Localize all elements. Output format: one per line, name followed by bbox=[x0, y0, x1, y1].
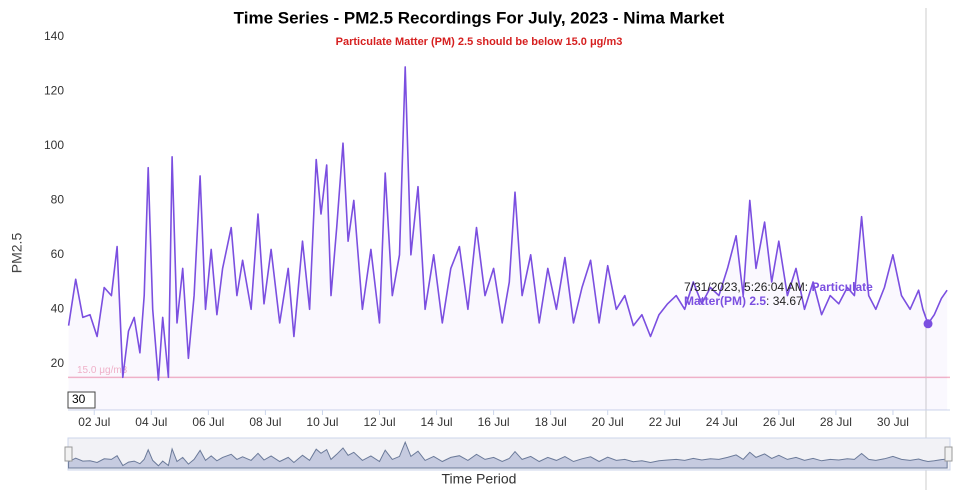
threshold-label: 15.0 μg/m3 bbox=[77, 365, 128, 376]
y-axis-label: PM2.5 bbox=[9, 233, 25, 274]
x-tick-label: 08 Jul bbox=[249, 415, 281, 429]
x-tick-label: 16 Jul bbox=[478, 415, 510, 429]
y-tick-label: 20 bbox=[51, 356, 65, 370]
x-tick-label: 10 Jul bbox=[306, 415, 338, 429]
tooltip-line: Matter(PM) 2.5: 34.67 bbox=[684, 294, 803, 308]
tooltip-time: 7/31/2023, 5:26:04 AM bbox=[684, 280, 805, 294]
tooltip-sep: : bbox=[766, 294, 773, 308]
series-line bbox=[67, 66, 948, 381]
range-input[interactable] bbox=[67, 391, 96, 409]
x-tick-label: 04 Jul bbox=[135, 415, 167, 429]
x-tick-label: 02 Jul bbox=[78, 415, 110, 429]
x-tick-label: 06 Jul bbox=[192, 415, 224, 429]
y-tick-label: 40 bbox=[51, 301, 65, 315]
tooltip-value: 34.67 bbox=[773, 294, 803, 308]
x-axis-label: Time Period bbox=[442, 471, 517, 487]
x-tick-label: 22 Jul bbox=[649, 415, 681, 429]
chart-title: Time Series - PM2.5 Recordings For July,… bbox=[234, 8, 725, 27]
navigator-handle[interactable] bbox=[64, 446, 73, 462]
tooltip-line: 7/31/2023, 5:26:04 AM: Particulate bbox=[684, 280, 873, 294]
chart-subtitle: Particulate Matter (PM) 2.5 should be be… bbox=[336, 36, 623, 48]
x-tick-label: 12 Jul bbox=[363, 415, 395, 429]
tooltip-series: Matter(PM) 2.5 bbox=[684, 294, 766, 308]
hover-point bbox=[923, 319, 933, 329]
range-input-value[interactable]: 30 bbox=[72, 392, 86, 406]
series-area bbox=[68, 66, 948, 411]
navigator-handle[interactable] bbox=[944, 446, 953, 462]
tooltip-series: Particulate bbox=[811, 280, 873, 294]
navigator-area bbox=[68, 440, 948, 469]
y-tick-label: 140 bbox=[44, 29, 64, 43]
x-tick-label: 26 Jul bbox=[763, 415, 795, 429]
y-tick-label: 120 bbox=[44, 84, 64, 98]
tooltip: 7/31/2023, 5:26:04 AM: Particulate Matte… bbox=[684, 280, 933, 329]
x-tick-label: 28 Jul bbox=[820, 415, 852, 429]
x-tick-label: 24 Jul bbox=[706, 415, 738, 429]
y-tick-label: 80 bbox=[51, 193, 65, 207]
x-tick-label: 30 Jul bbox=[877, 415, 909, 429]
plot-area: 20 40 60 80 100 120 140 02 Jul 04 Jul 06 Jul 08 Ju… bbox=[44, 29, 950, 429]
x-tick-label: 18 Jul bbox=[535, 415, 567, 429]
tooltip-sep: : bbox=[805, 280, 812, 294]
y-tick-label: 100 bbox=[44, 138, 64, 152]
x-tick-label: 20 Jul bbox=[592, 415, 624, 429]
y-tick-label: 60 bbox=[51, 247, 65, 261]
x-tick-label: 14 Jul bbox=[421, 415, 453, 429]
